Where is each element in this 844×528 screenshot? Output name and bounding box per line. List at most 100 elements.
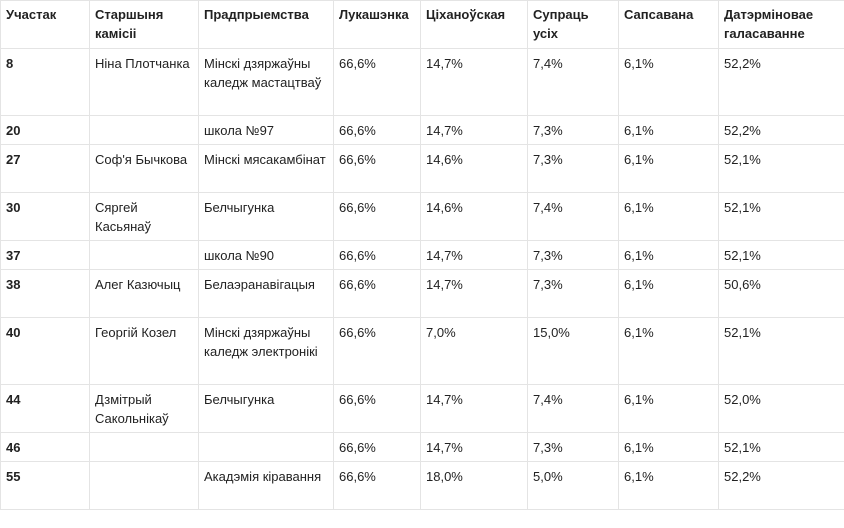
- spoiled-cell: 6,1%: [618, 384, 719, 433]
- tsikhanouskaya-cell: 14,7%: [420, 432, 528, 462]
- spoiled-cell: 6,1%: [618, 269, 719, 318]
- precinct-cell: 27: [0, 144, 90, 193]
- lukashenko-cell: 66,6%: [333, 317, 421, 385]
- against-all-cell: 5,0%: [527, 461, 619, 510]
- header-against-all: Супраць усіх: [527, 0, 619, 49]
- early-voting-cell: 52,2%: [718, 115, 844, 145]
- chair-cell: [89, 115, 199, 145]
- organization-cell: школа №90: [198, 240, 334, 270]
- lukashenko-cell: 66,6%: [333, 461, 421, 510]
- header-spoiled: Сапсавана: [618, 0, 719, 49]
- chair-cell: Сяргей Касьянаў: [89, 192, 199, 241]
- early-voting-cell: 52,1%: [718, 240, 844, 270]
- tsikhanouskaya-cell: 14,6%: [420, 192, 528, 241]
- organization-cell: Мінскі мясакамбінат: [198, 144, 334, 193]
- tsikhanouskaya-cell: 14,7%: [420, 48, 528, 116]
- tsikhanouskaya-cell: 14,6%: [420, 144, 528, 193]
- tsikhanouskaya-cell: 14,7%: [420, 115, 528, 145]
- early-voting-cell: 52,1%: [718, 192, 844, 241]
- early-voting-cell: 52,1%: [718, 432, 844, 462]
- precinct-cell: 44: [0, 384, 90, 433]
- lukashenko-cell: 66,6%: [333, 144, 421, 193]
- organization-cell: Белчыгунка: [198, 384, 334, 433]
- lukashenko-cell: 66,6%: [333, 269, 421, 318]
- organization-cell: Акадэмія кіравання: [198, 461, 334, 510]
- tsikhanouskaya-cell: 14,7%: [420, 384, 528, 433]
- table-row: 8 Ніна Плотчанка Мінскі дзяржаўны каледж…: [0, 48, 844, 116]
- table-row: 37 школа №90 66,6% 14,7% 7,3% 6,1% 52,1%: [0, 240, 844, 270]
- chair-cell: Соф'я Бычкова: [89, 144, 199, 193]
- against-all-cell: 7,4%: [527, 48, 619, 116]
- precinct-cell: 38: [0, 269, 90, 318]
- lukashenko-cell: 66,6%: [333, 384, 421, 433]
- against-all-cell: 7,3%: [527, 240, 619, 270]
- header-precinct: Участак: [0, 0, 90, 49]
- precinct-cell: 20: [0, 115, 90, 145]
- table-row: 30 Сяргей Касьянаў Белчыгунка 66,6% 14,6…: [0, 192, 844, 241]
- chair-cell: Дзмітрый Сакольнікаў: [89, 384, 199, 433]
- early-voting-cell: 52,2%: [718, 461, 844, 510]
- header-lukashenko: Лукашэнка: [333, 0, 421, 49]
- organization-cell: Мінскі дзяржаўны каледж мастацтваў: [198, 48, 334, 116]
- against-all-cell: 7,4%: [527, 384, 619, 433]
- lukashenko-cell: 66,6%: [333, 240, 421, 270]
- chair-cell: [89, 240, 199, 270]
- header-tsikhanouskaya: Ціханоўская: [420, 0, 528, 49]
- header-organization: Прадпрыемства: [198, 0, 334, 49]
- early-voting-cell: 50,6%: [718, 269, 844, 318]
- precinct-cell: 40: [0, 317, 90, 385]
- spoiled-cell: 6,1%: [618, 461, 719, 510]
- spoiled-cell: 6,1%: [618, 144, 719, 193]
- spoiled-cell: 6,1%: [618, 317, 719, 385]
- table-row: 38 Алег Казючыц Белаэранавігацыя 66,6% 1…: [0, 269, 844, 318]
- against-all-cell: 7,3%: [527, 115, 619, 145]
- election-results-table: Участак Старшыня камісіі Прадпрыемства Л…: [0, 0, 844, 510]
- tsikhanouskaya-cell: 14,7%: [420, 269, 528, 318]
- chair-cell: [89, 461, 199, 510]
- table-row: 55 Акадэмія кіравання 66,6% 18,0% 5,0% 6…: [0, 461, 844, 510]
- against-all-cell: 7,3%: [527, 144, 619, 193]
- precinct-cell: 55: [0, 461, 90, 510]
- against-all-cell: 7,3%: [527, 269, 619, 318]
- header-commission-chair: Старшыня камісіі: [89, 0, 199, 49]
- organization-cell: Белаэранавігацыя: [198, 269, 334, 318]
- tsikhanouskaya-cell: 18,0%: [420, 461, 528, 510]
- lukashenko-cell: 66,6%: [333, 192, 421, 241]
- organization-cell: школа №97: [198, 115, 334, 145]
- chair-cell: Георгій Козел: [89, 317, 199, 385]
- against-all-cell: 7,4%: [527, 192, 619, 241]
- table-header-row: Участак Старшыня камісіі Прадпрыемства Л…: [0, 0, 844, 49]
- lukashenko-cell: 66,6%: [333, 115, 421, 145]
- early-voting-cell: 52,2%: [718, 48, 844, 116]
- spoiled-cell: 6,1%: [618, 432, 719, 462]
- lukashenko-cell: 66,6%: [333, 48, 421, 116]
- lukashenko-cell: 66,6%: [333, 432, 421, 462]
- precinct-cell: 30: [0, 192, 90, 241]
- against-all-cell: 15,0%: [527, 317, 619, 385]
- chair-cell: [89, 432, 199, 462]
- chair-cell: Алег Казючыц: [89, 269, 199, 318]
- organization-cell: Белчыгунка: [198, 192, 334, 241]
- tsikhanouskaya-cell: 14,7%: [420, 240, 528, 270]
- against-all-cell: 7,3%: [527, 432, 619, 462]
- table-row: 27 Соф'я Бычкова Мінскі мясакамбінат 66,…: [0, 144, 844, 193]
- precinct-cell: 8: [0, 48, 90, 116]
- spoiled-cell: 6,1%: [618, 240, 719, 270]
- table-row: 44 Дзмітрый Сакольнікаў Белчыгунка 66,6%…: [0, 384, 844, 433]
- early-voting-cell: 52,1%: [718, 317, 844, 385]
- organization-cell: [198, 432, 334, 462]
- precinct-cell: 37: [0, 240, 90, 270]
- precinct-cell: 46: [0, 432, 90, 462]
- chair-cell: Ніна Плотчанка: [89, 48, 199, 116]
- spoiled-cell: 6,1%: [618, 115, 719, 145]
- early-voting-cell: 52,0%: [718, 384, 844, 433]
- spoiled-cell: 6,1%: [618, 48, 719, 116]
- table-row: 46 66,6% 14,7% 7,3% 6,1% 52,1%: [0, 432, 844, 462]
- spoiled-cell: 6,1%: [618, 192, 719, 241]
- organization-cell: Мінскі дзяржаўны каледж электронікі: [198, 317, 334, 385]
- table-row: 20 школа №97 66,6% 14,7% 7,3% 6,1% 52,2%: [0, 115, 844, 145]
- tsikhanouskaya-cell: 7,0%: [420, 317, 528, 385]
- header-early-voting: Датэрміновае галасаванне: [718, 0, 844, 49]
- table-row: 40 Георгій Козел Мінскі дзяржаўны каледж…: [0, 317, 844, 385]
- early-voting-cell: 52,1%: [718, 144, 844, 193]
